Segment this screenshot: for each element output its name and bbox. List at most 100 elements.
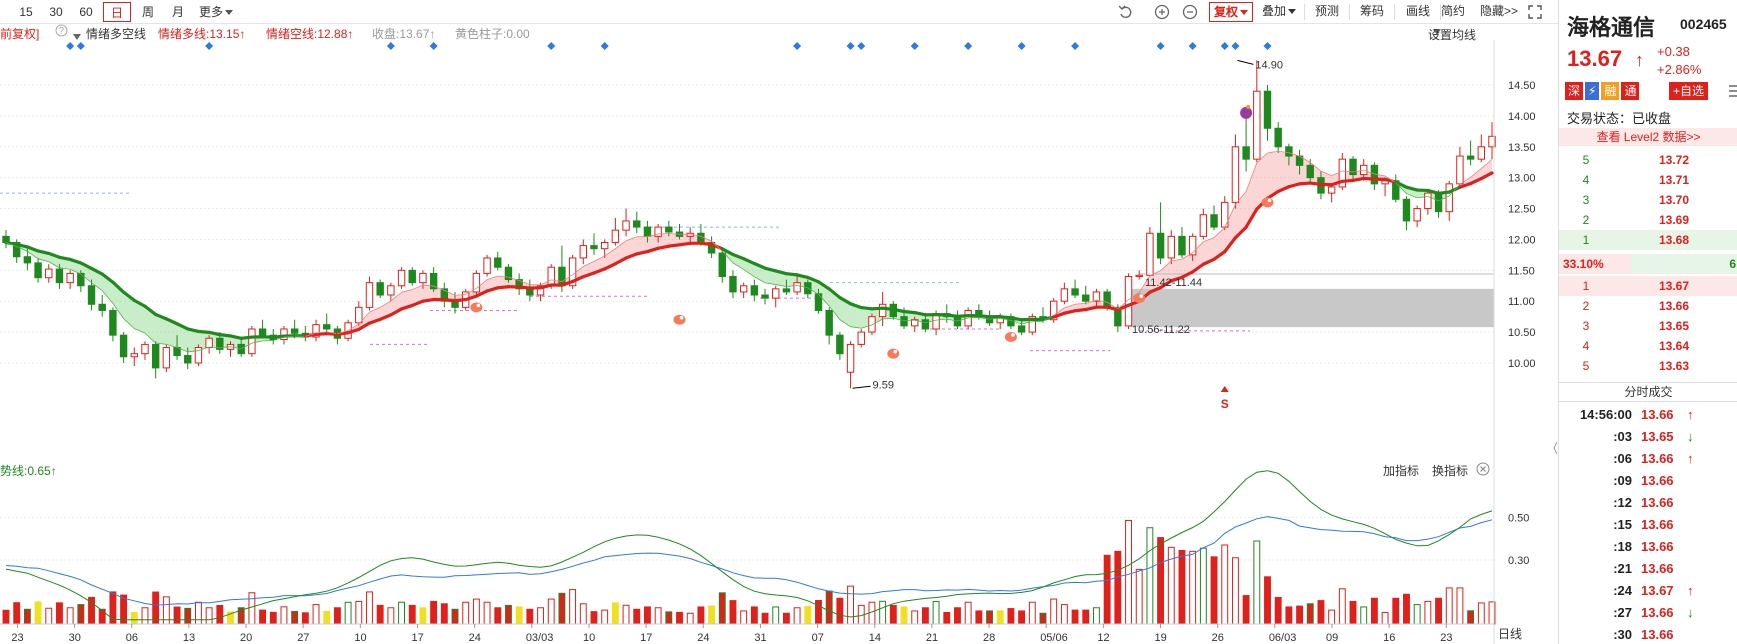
ma-fast-segment xyxy=(379,300,392,308)
bid-row[interactable]: 2 13.66 xyxy=(1559,296,1737,316)
ma-fast-segment xyxy=(1395,182,1407,194)
period-day-button[interactable]: 日 xyxy=(103,2,131,22)
help-icon[interactable]: ? xyxy=(55,24,68,40)
period-30min-button[interactable]: 30 xyxy=(49,5,63,19)
candle-body xyxy=(419,272,427,284)
ma-line-segment xyxy=(1276,185,1291,194)
tick-price: 13.66 xyxy=(1641,495,1674,510)
candle-body xyxy=(130,353,138,358)
ma-line-segment xyxy=(1073,307,1088,313)
ask-row[interactable]: 2 13.69 xyxy=(1559,210,1737,230)
candlestick-chart[interactable]: 10.00 10.50 11.00 11.50 12.00 12.50 13.00 13.50… xyxy=(0,40,1558,412)
bid-row[interactable]: 1 13.67 xyxy=(1559,276,1737,296)
ma-fast-segment xyxy=(871,318,883,326)
undo-icon[interactable] xyxy=(1117,3,1135,21)
indicator-name[interactable]: 情绪多空线 xyxy=(86,27,147,41)
ma-fast-segment xyxy=(16,246,28,252)
menu-icon[interactable] xyxy=(1729,84,1737,98)
rocket-icon-body xyxy=(673,314,686,325)
draw-line-button[interactable]: 画线 xyxy=(1406,4,1431,18)
level2-link[interactable]: 查看 Level2 数据>> xyxy=(1559,128,1737,146)
ask-row[interactable]: 4 13.71 xyxy=(1559,170,1737,190)
add-watchlist-button[interactable]: +自选 xyxy=(1669,82,1709,100)
bid-price: 13.67 xyxy=(1659,279,1690,293)
fullscreen-icon[interactable] xyxy=(1526,3,1544,21)
period-week-button[interactable]: 周 xyxy=(141,5,154,19)
bid-row[interactable]: 3 13.65 xyxy=(1559,316,1737,336)
bid-row[interactable]: 5 13.63 xyxy=(1559,356,1737,376)
connect-tag[interactable]: 通 xyxy=(1621,82,1640,100)
candle-body xyxy=(151,343,160,369)
chevron-down-icon xyxy=(1288,9,1297,15)
daily-line-button[interactable]: 日线 xyxy=(1498,627,1523,641)
momentum-bar xyxy=(259,609,267,625)
bid-row[interactable]: 4 13.64 xyxy=(1559,336,1737,356)
tick-price: 13.66 xyxy=(1641,517,1674,532)
ask-row[interactable]: 5 13.72 xyxy=(1559,150,1737,170)
candle-body xyxy=(707,242,716,254)
momentum-bar xyxy=(173,606,181,625)
y-tick-label: 10.50 xyxy=(1508,327,1536,339)
close-icon[interactable] xyxy=(1476,462,1490,479)
signal-diamond-icon xyxy=(846,42,855,50)
candle-body xyxy=(1017,325,1026,333)
ma-fast-segment xyxy=(390,292,402,302)
overlay-button[interactable]: 叠加 xyxy=(1258,2,1300,22)
add-indicator-button[interactable]: 加指标 xyxy=(1383,464,1420,478)
period-month-button[interactable]: 月 xyxy=(171,5,184,19)
momentum-bar xyxy=(1210,556,1218,625)
ma-fast-segment xyxy=(1235,191,1247,205)
restoration-button[interactable]: 复权 xyxy=(1209,2,1254,22)
candle-body xyxy=(397,269,406,287)
trend-line-green xyxy=(5,470,1493,621)
switch-indicator-button[interactable]: 换指标 xyxy=(1432,464,1469,478)
bid-price: 13.63 xyxy=(1659,359,1690,373)
candle-body xyxy=(12,242,21,258)
candle-body xyxy=(793,282,801,293)
momentum-bar xyxy=(686,612,694,625)
ma-setting-button[interactable]: 设置均线 xyxy=(1428,25,1476,42)
lightning-icon[interactable]: ⚡ xyxy=(1585,82,1600,100)
chevron-down-icon[interactable] xyxy=(73,29,81,43)
chips-button[interactable]: 筹码 xyxy=(1360,4,1385,18)
y-tick-label: 12.00 xyxy=(1508,234,1536,246)
candle-body xyxy=(1456,155,1464,185)
momentum-bar xyxy=(921,607,929,625)
momentum-bar xyxy=(1135,568,1143,625)
ma-fast-segment xyxy=(27,250,39,260)
period-60min-button[interactable]: 60 xyxy=(79,5,93,19)
indicator-chart[interactable]: 0.30 0.50 23 30 06 13 20 27 10 17 24 03/03 10 17 24 31 0… xyxy=(0,412,1558,644)
momentum-bar xyxy=(494,607,502,625)
candle-body xyxy=(1092,291,1101,302)
hide-panel-button[interactable]: 隐藏>> xyxy=(1480,4,1519,18)
momentum-bar xyxy=(836,597,844,625)
ma-fast-segment xyxy=(1352,169,1364,173)
margin-tag[interactable]: 融 xyxy=(1601,82,1620,100)
ma-line-segment xyxy=(271,334,286,339)
candle-body xyxy=(633,220,641,228)
simple-mode-button[interactable]: 简约 xyxy=(1441,4,1466,18)
toolbar-divider xyxy=(1440,4,1441,20)
forecast-button[interactable]: 预测 xyxy=(1315,4,1340,18)
period-15min-button[interactable]: 15 xyxy=(19,5,33,19)
candle-body xyxy=(205,337,213,349)
zoom-in-icon[interactable] xyxy=(1153,3,1171,21)
high-price-label: 14.90 xyxy=(1255,59,1283,71)
ask-row[interactable]: 3 13.70 xyxy=(1559,190,1737,210)
momentum-bar xyxy=(740,610,748,625)
candle-body xyxy=(109,309,117,336)
market-sz-tag[interactable]: 深 xyxy=(1565,82,1584,100)
momentum-bar xyxy=(633,608,641,625)
ma-fast-segment xyxy=(305,332,317,337)
ma-line-segment xyxy=(624,252,639,260)
ask-row[interactable]: 1 13.68 xyxy=(1559,230,1737,250)
zoom-out-icon[interactable] xyxy=(1181,3,1199,21)
rocket-icon-body xyxy=(1004,332,1017,343)
candle-body xyxy=(66,272,74,284)
panel-splitter-handle[interactable] xyxy=(1553,440,1558,456)
period-more-button[interactable]: 更多 xyxy=(196,2,236,22)
ma-line-segment xyxy=(325,332,340,336)
ma-fast-segment xyxy=(914,319,926,324)
candle-body xyxy=(878,303,887,318)
ma-line-segment xyxy=(1469,177,1483,186)
